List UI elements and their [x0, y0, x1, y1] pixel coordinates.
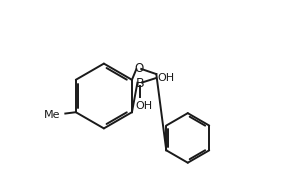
Text: OH: OH [135, 101, 152, 111]
Text: O: O [134, 62, 143, 75]
Text: Me: Me [43, 110, 60, 120]
Text: B: B [135, 77, 144, 90]
Text: OH: OH [157, 73, 174, 83]
